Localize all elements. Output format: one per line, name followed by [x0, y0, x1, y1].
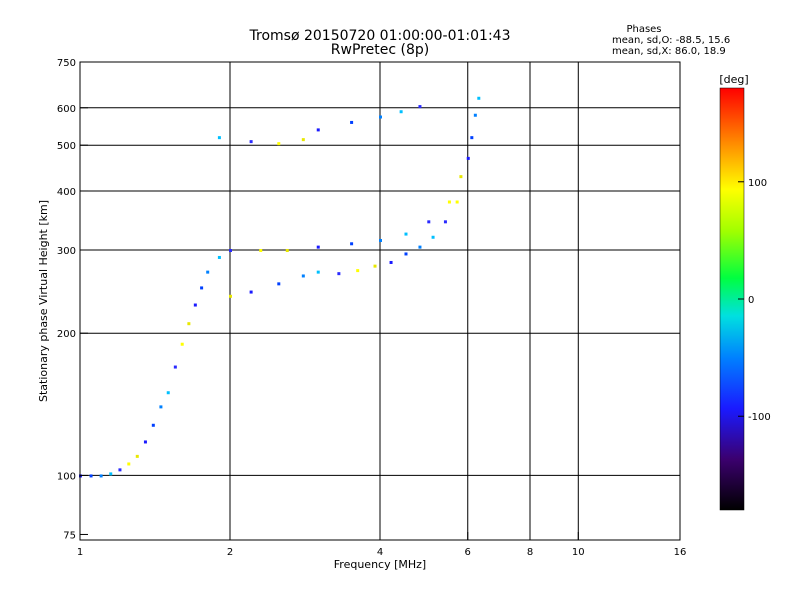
chart-title: Tromsø 20150720 01:00:00-01:01:43 [249, 28, 511, 44]
echo-point [404, 232, 408, 236]
echo-point [229, 249, 232, 253]
echo-point [187, 322, 191, 326]
echo-point [151, 423, 155, 427]
y-axis-label: Stationary phase Virtual Height [km] [37, 200, 50, 402]
echo-point [350, 242, 354, 246]
colorbar-tick-label: 0 [748, 295, 754, 306]
phase-stats-o: mean, sd,O: -88.5, 15.6 [612, 35, 730, 46]
chart-subtitle: RwPretec (8p) [331, 42, 429, 58]
echo-point [466, 156, 470, 160]
echo-point [229, 294, 232, 298]
colorbar-tick-label: -100 [748, 412, 771, 423]
echo-point [404, 252, 408, 256]
echo-point [285, 249, 289, 253]
echo-point [206, 270, 210, 274]
echo-point [356, 269, 360, 273]
y-tick-label: 750 [57, 58, 76, 69]
phase-stats-heading: Phases [626, 24, 661, 35]
echo-point [473, 113, 477, 117]
echo-point [217, 255, 221, 259]
echo-point [316, 128, 320, 132]
echo-point [200, 286, 204, 290]
y-tick-label: 200 [57, 329, 76, 340]
echo-point [135, 454, 139, 458]
echo-point [477, 96, 481, 100]
colorbar [719, 87, 745, 511]
echo-point [373, 264, 377, 268]
echo-point [143, 440, 147, 444]
echo-point [193, 303, 197, 307]
echo-point [127, 462, 131, 466]
echo-point [459, 175, 463, 179]
echo-point [316, 270, 320, 274]
echo-point [470, 136, 474, 140]
y-tick-label: 500 [57, 141, 76, 152]
echo-point [249, 290, 253, 294]
y-tick-label: 100 [57, 471, 76, 482]
echo-point [159, 405, 163, 409]
echo-point [316, 245, 320, 249]
x-tick-label: 8 [527, 547, 533, 558]
echo-point [249, 140, 253, 144]
echo-point [217, 136, 221, 140]
x-tick-label: 16 [674, 547, 687, 558]
echo-point [455, 200, 459, 204]
echo-point [431, 235, 435, 239]
echo-point [389, 260, 393, 264]
axis-ticks: 1 2 4 6 8 10 16 75 100 200 300 400 500 600 750 [57, 58, 686, 558]
echo-points [79, 96, 481, 478]
x-tick-label: 6 [465, 547, 471, 558]
echo-point [418, 245, 422, 249]
x-tick-label: 10 [572, 547, 585, 558]
echo-point [109, 472, 113, 476]
echo-point [337, 272, 341, 276]
echo-point [301, 274, 305, 278]
y-tick-label: 400 [57, 187, 76, 198]
colorbar-ticks: 100 0 -100 [738, 178, 771, 423]
echo-point [277, 142, 281, 146]
echo-point [277, 282, 281, 286]
grid-lines [80, 62, 680, 540]
echo-point [166, 391, 170, 395]
phase-stats-x: mean, sd,X: 86.0, 18.9 [612, 46, 726, 57]
x-tick-label: 4 [377, 547, 383, 558]
echo-point [301, 138, 305, 142]
echo-point [379, 115, 382, 119]
x-tick-label: 2 [227, 547, 233, 558]
y-tick-label: 300 [57, 246, 76, 257]
x-axis-label: Frequency [MHz] [334, 558, 426, 571]
echo-point [379, 238, 382, 242]
y-tick-label: 75 [63, 530, 76, 541]
echo-point [99, 474, 103, 478]
x-tick-label: 1 [77, 547, 83, 558]
echo-point [427, 220, 431, 224]
echo-point [399, 110, 403, 114]
echo-point [89, 474, 93, 478]
echo-point [447, 200, 451, 204]
echo-point [173, 365, 177, 369]
echo-point [443, 220, 447, 224]
colorbar-tick-label: 100 [748, 178, 767, 189]
echo-point [259, 249, 263, 253]
echo-point [350, 120, 354, 124]
echo-point [118, 468, 122, 472]
colorbar-label: [deg] [719, 73, 748, 86]
echo-point [180, 342, 184, 346]
y-tick-label: 600 [57, 104, 76, 115]
echo-point [418, 105, 422, 109]
